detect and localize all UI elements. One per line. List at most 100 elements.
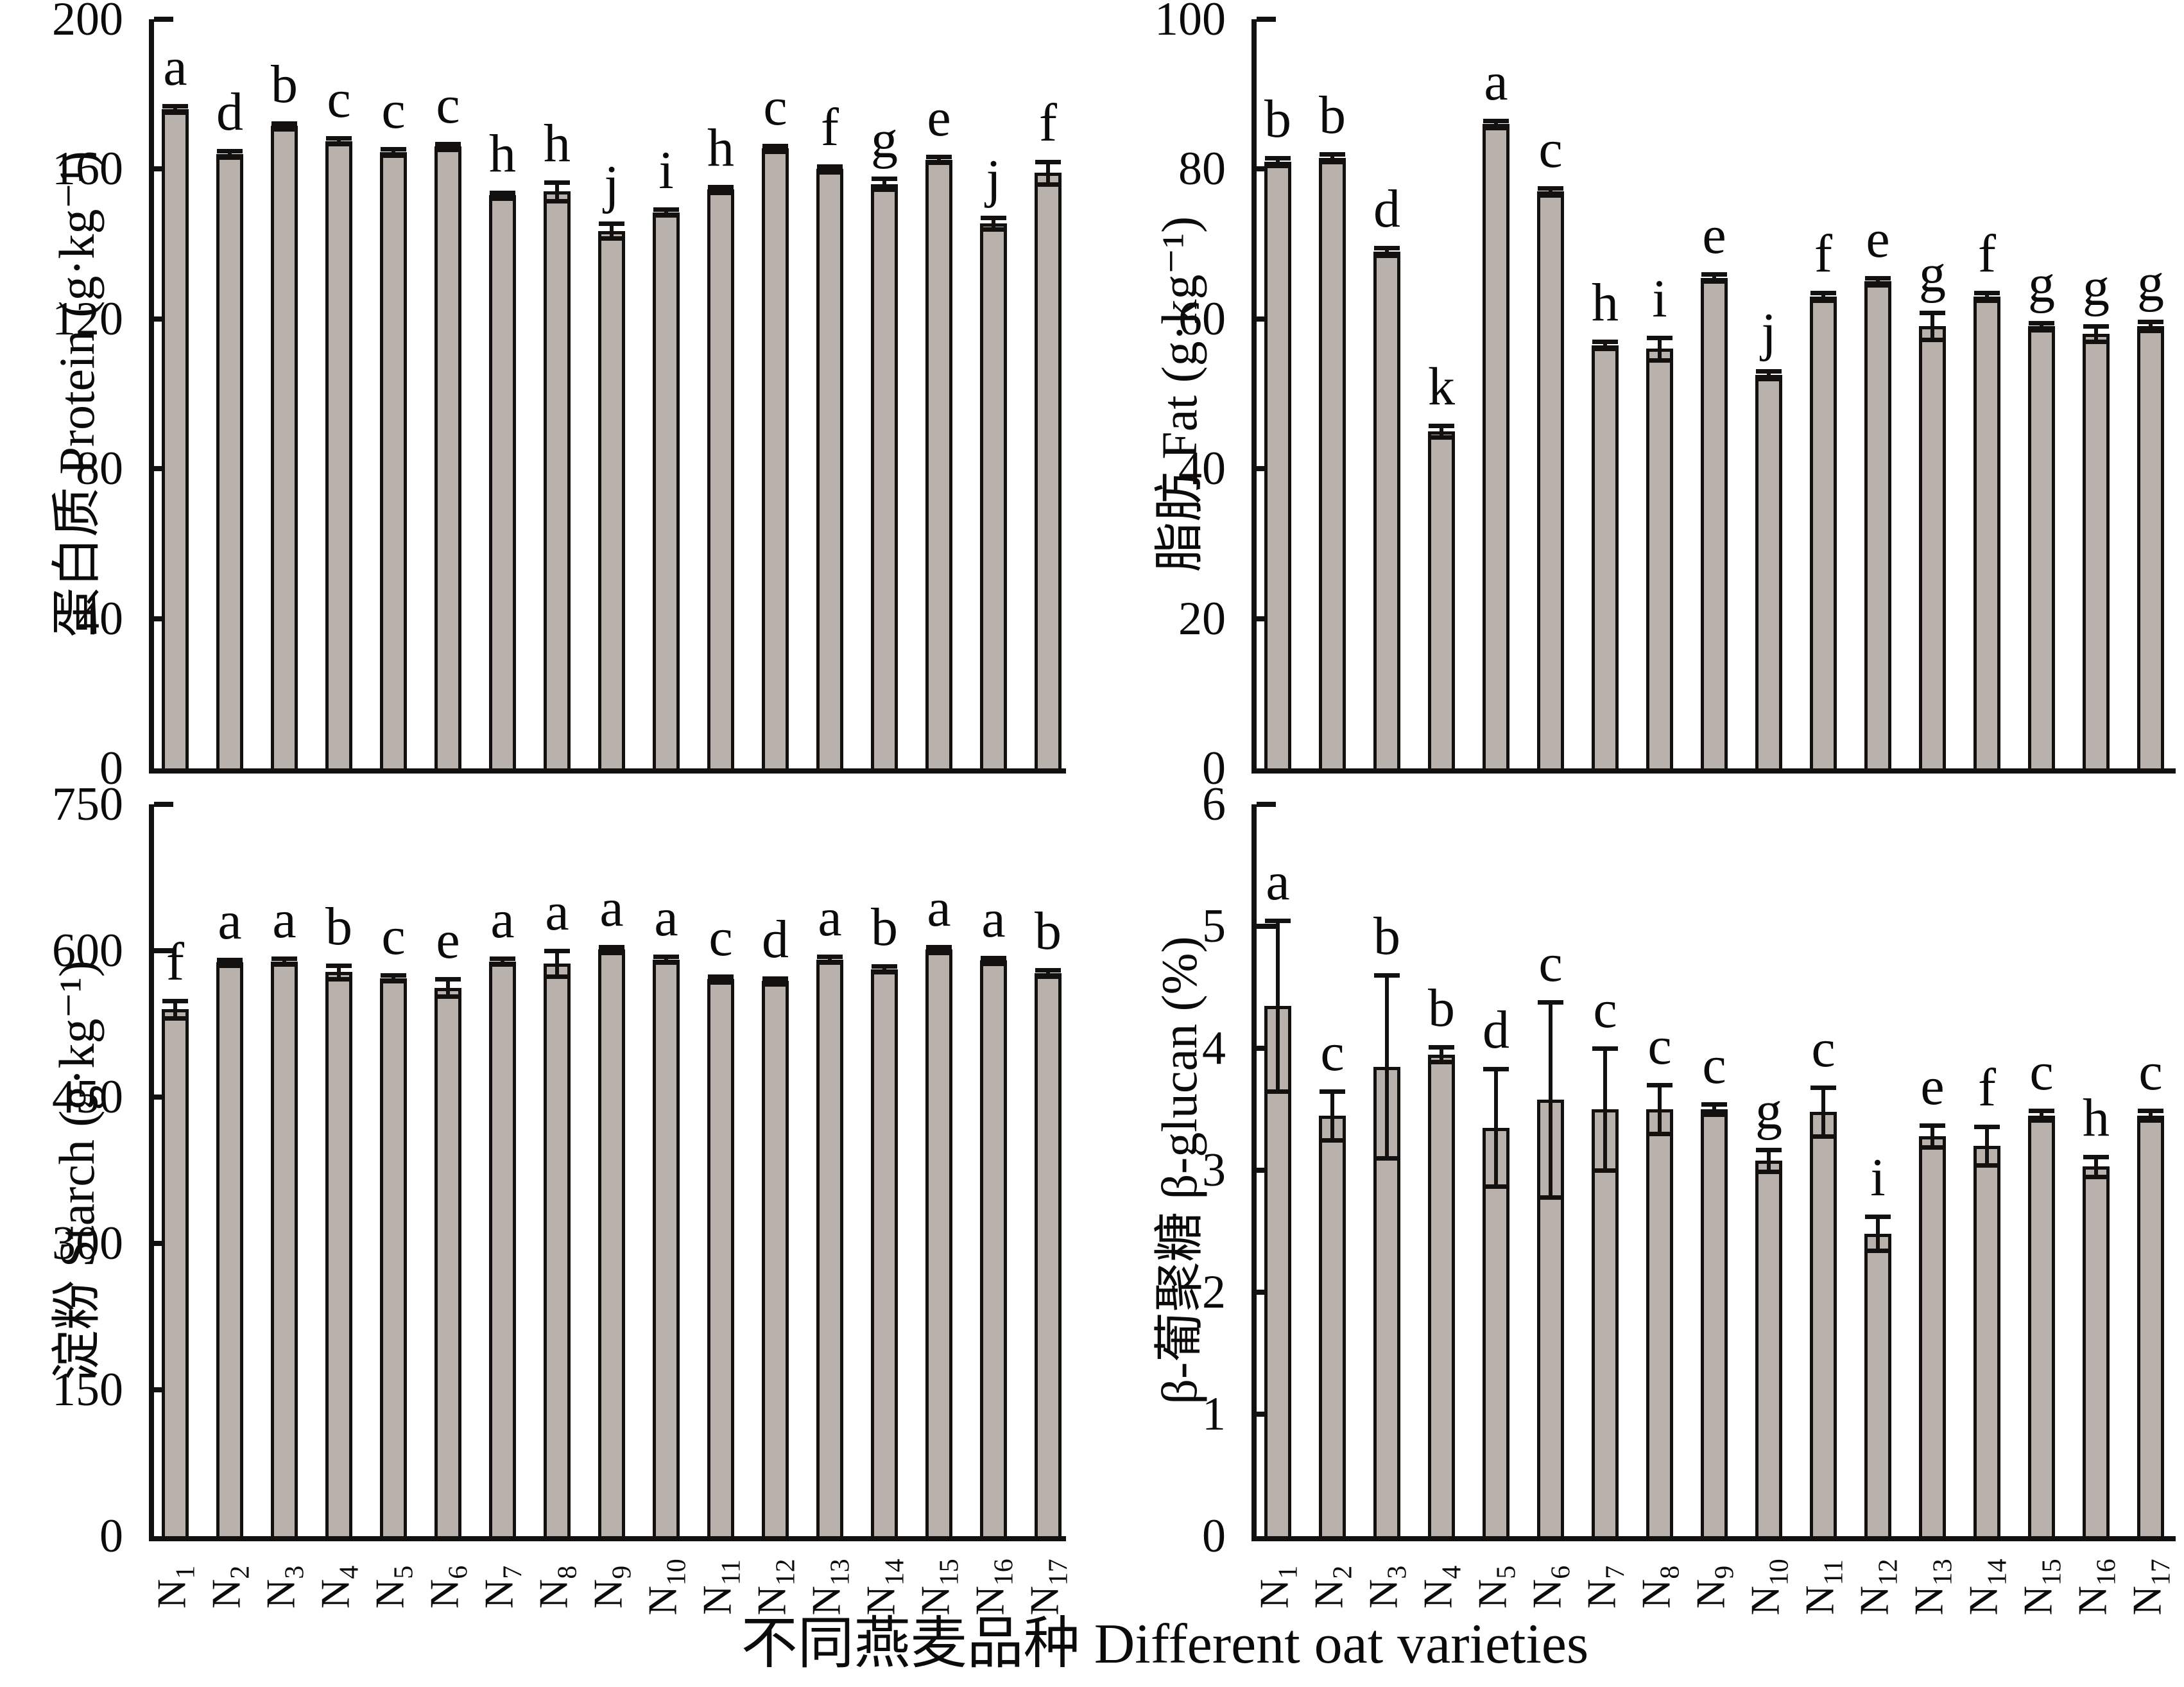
error-bar-top-cap	[981, 216, 1006, 221]
y-axis-title-text: β-葡聚糖 β-glucan (%)	[1151, 936, 1207, 1405]
error-bar-top-cap	[544, 180, 570, 185]
error-bar-top-cap	[1320, 1089, 1345, 1094]
significance-letter: j	[986, 149, 1001, 209]
significance-letter: g	[1755, 1080, 1782, 1141]
error-bar	[337, 965, 341, 980]
significance-letter: b	[271, 54, 298, 114]
significance-letter: d	[216, 82, 243, 143]
significance-letter: b	[1264, 89, 1291, 149]
y-axis-title-text: 脂肪 Fat (g·kg⁻¹)	[1151, 216, 1207, 572]
error-bar	[1876, 277, 1880, 286]
error-bar-bottom-cap	[1592, 347, 1618, 352]
bar	[2083, 1166, 2110, 1536]
significance-letter: a	[1484, 51, 1508, 112]
error-bar	[1330, 1091, 1334, 1140]
significance-letter: b	[1035, 901, 1062, 962]
x-axis	[1251, 1536, 2176, 1541]
bar	[1319, 157, 1346, 768]
error-bar-top-cap	[1592, 339, 1618, 344]
error-bar-bottom-cap	[1374, 1156, 1400, 1161]
error-bar	[2149, 1110, 2153, 1121]
error-bar-bottom-cap	[817, 960, 843, 965]
error-bar-bottom-cap	[926, 160, 952, 166]
error-bar-bottom-cap	[926, 951, 952, 956]
error-bar-bottom-cap	[1429, 435, 1454, 440]
error-bar-top-cap	[1920, 311, 1945, 316]
significance-letter: g	[1919, 244, 1946, 304]
bar	[1264, 1005, 1291, 1536]
error-bar	[1549, 187, 1552, 196]
y-tick-label: 2	[1202, 1266, 1226, 1319]
error-bar-top-cap	[708, 184, 734, 189]
error-bar	[1549, 1001, 1552, 1197]
significance-letter: i	[658, 140, 674, 200]
error-bar-bottom-cap	[435, 994, 461, 999]
bar	[1810, 296, 1837, 768]
bar	[216, 154, 243, 768]
significance-letter: b	[325, 896, 352, 956]
bar	[325, 141, 352, 768]
error-bar-top-cap	[872, 964, 897, 969]
bar	[762, 981, 789, 1536]
error-bar-bottom-cap	[1701, 279, 1727, 284]
bar	[1755, 1160, 1782, 1536]
significance-letter: c	[1320, 1022, 1345, 1082]
y-tick-label: 450	[52, 1071, 123, 1123]
error-bar	[828, 956, 832, 963]
significance-letter: c	[381, 80, 406, 141]
y-axis	[1251, 19, 1257, 774]
error-bar-bottom-cap	[326, 142, 352, 147]
error-bar	[1712, 273, 1716, 282]
bar	[1373, 251, 1400, 768]
error-bar-bottom-cap	[1320, 159, 1345, 164]
y-tick-label: 60	[1178, 292, 1226, 345]
error-bar	[1821, 292, 1825, 300]
error-bar-top-cap	[1483, 1067, 1509, 1072]
error-bar-top-cap	[490, 956, 515, 962]
error-bar-top-cap	[1538, 999, 1563, 1005]
bar	[1755, 375, 1782, 768]
bar	[271, 126, 298, 768]
error-bar-bottom-cap	[2083, 339, 2109, 344]
error-bar-bottom-cap	[653, 213, 679, 218]
bar	[544, 963, 571, 1536]
y-tick-label: 160	[52, 143, 123, 196]
y-tick-label: 300	[52, 1217, 123, 1270]
x-axis	[149, 768, 1066, 774]
significance-letter: f	[1039, 92, 1057, 153]
error-bar-top-cap	[217, 149, 243, 154]
significance-letter: c	[1538, 933, 1563, 993]
y-tick-label: 120	[52, 292, 123, 345]
error-bar	[2094, 1157, 2098, 1177]
error-bar-bottom-cap	[872, 187, 897, 193]
error-bar	[1046, 161, 1050, 184]
error-bar-bottom-cap	[1756, 1169, 1782, 1174]
error-bar-bottom-cap	[599, 951, 624, 956]
error-bar-top-cap	[1374, 973, 1400, 978]
bar	[653, 212, 680, 768]
error-bar-bottom-cap	[1701, 1112, 1727, 1117]
bar	[1592, 1109, 1619, 1536]
y-axis-title-text: 蛋白质 Protein (g·kg⁻¹)	[49, 150, 105, 637]
y-tick	[1257, 924, 1276, 929]
significance-letter: f	[166, 931, 184, 992]
error-bar-bottom-cap	[2083, 1174, 2109, 1179]
error-bar-bottom-cap	[1647, 358, 1672, 363]
error-bar	[992, 957, 995, 964]
y-tick-label: 40	[1178, 442, 1226, 496]
error-bar	[555, 182, 559, 201]
error-bar	[446, 143, 450, 150]
error-bar-bottom-cap	[2138, 329, 2163, 334]
significance-letter: c	[2029, 1041, 2054, 1102]
error-bar	[228, 151, 232, 157]
error-bar	[937, 946, 941, 953]
significance-letter: f	[821, 97, 839, 157]
bar	[1646, 349, 1673, 768]
error-bar	[1658, 337, 1662, 360]
bar	[1701, 277, 1728, 768]
significance-letter: f	[1814, 223, 1832, 284]
significance-letter: f	[1978, 1057, 1996, 1118]
bar	[1973, 1146, 2000, 1536]
error-bar-bottom-cap	[2138, 1118, 2163, 1123]
significance-letter: a	[218, 890, 242, 951]
